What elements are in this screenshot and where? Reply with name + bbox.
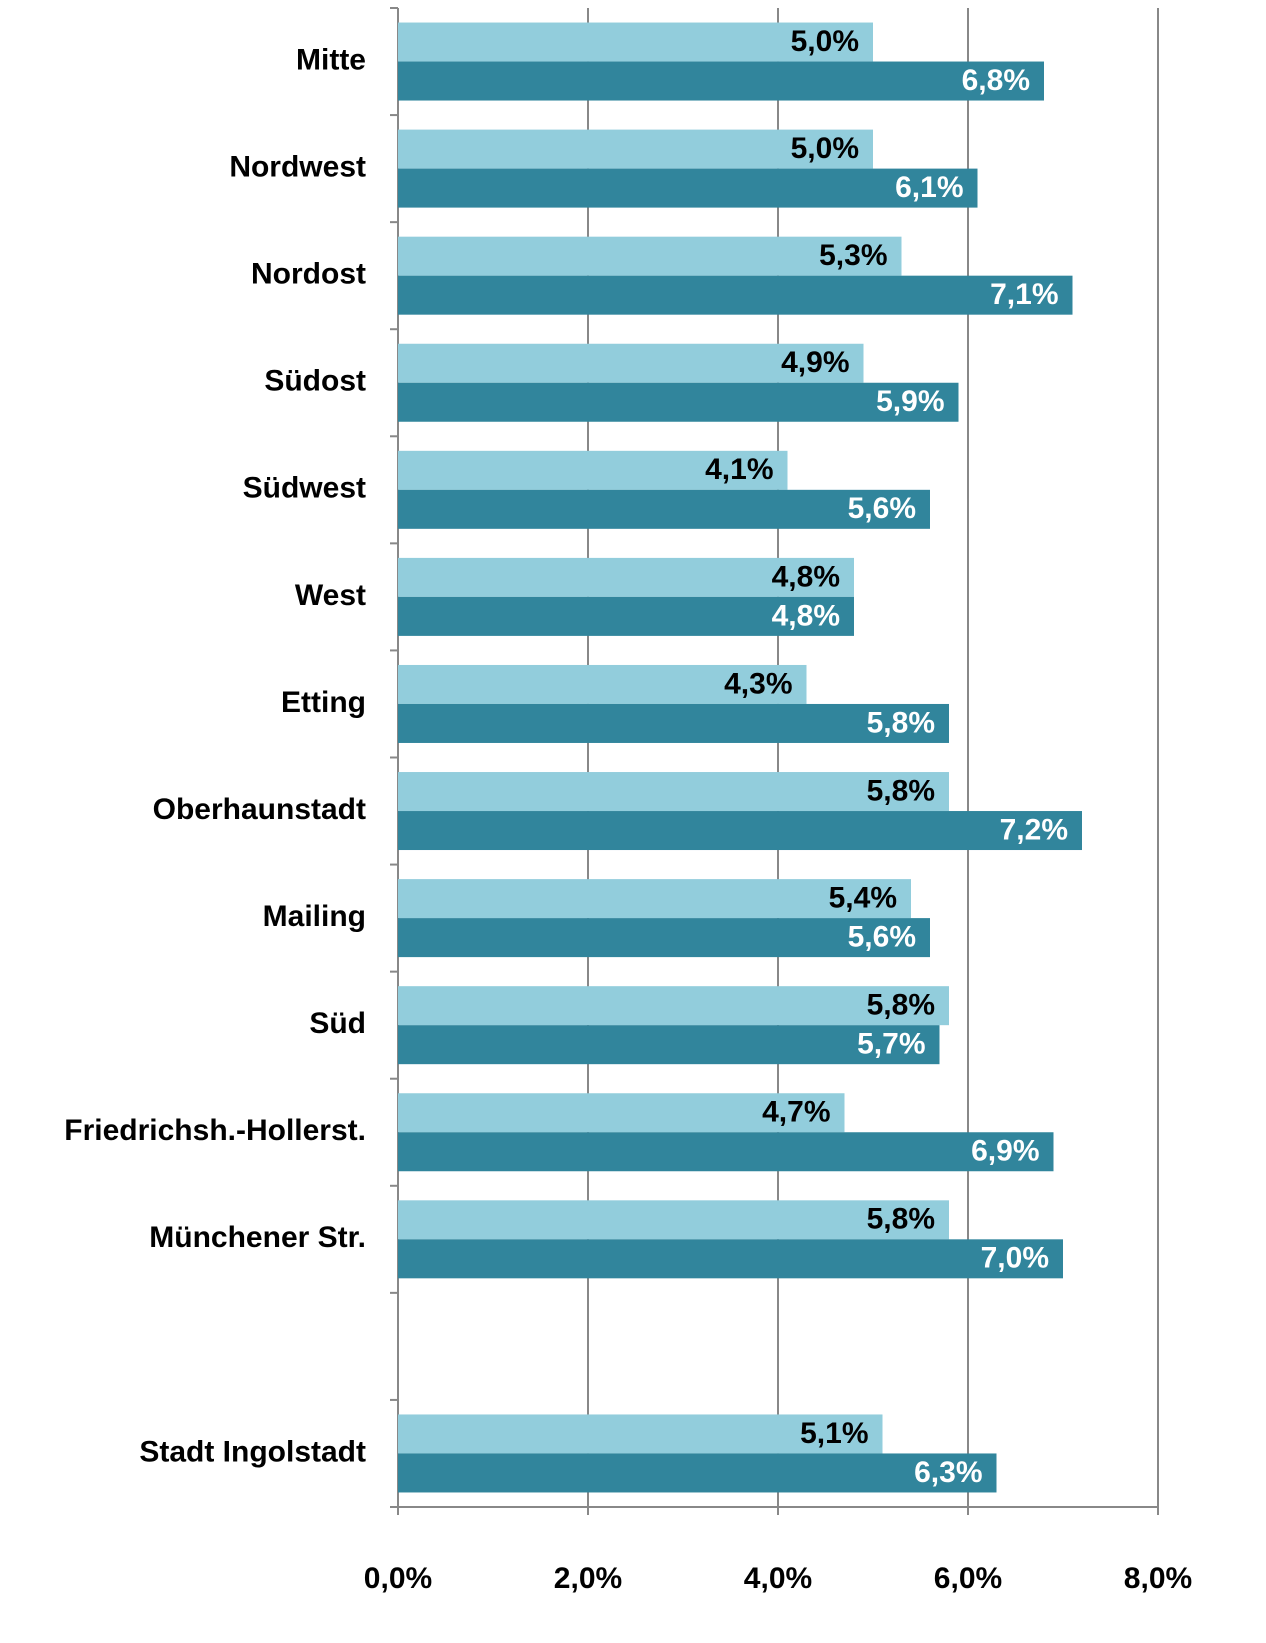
value-label: 7,1% bbox=[990, 278, 1058, 311]
value-label: 4,1% bbox=[705, 453, 773, 486]
bar bbox=[398, 1132, 1054, 1172]
category-label: Oberhaunstadt bbox=[153, 793, 366, 826]
value-label: 7,2% bbox=[1000, 813, 1068, 846]
category-label: Mitte bbox=[296, 43, 366, 76]
bar bbox=[398, 450, 788, 490]
category-label: Südwest bbox=[243, 472, 366, 505]
bar bbox=[398, 557, 854, 597]
bar bbox=[398, 1093, 845, 1133]
value-label: 7,0% bbox=[981, 1242, 1049, 1275]
bar bbox=[398, 129, 873, 169]
bar bbox=[398, 61, 1044, 101]
bar bbox=[398, 343, 864, 383]
bar bbox=[398, 596, 854, 636]
value-label: 5,8% bbox=[867, 774, 935, 807]
x-tick-label: 4,0% bbox=[744, 1562, 812, 1595]
value-label: 5,4% bbox=[829, 882, 897, 915]
bar bbox=[398, 918, 930, 958]
bar bbox=[398, 1025, 940, 1065]
category-label: Münchener Str. bbox=[149, 1221, 366, 1254]
value-label: 4,8% bbox=[772, 560, 840, 593]
bar bbox=[398, 703, 949, 743]
category-label: West bbox=[295, 579, 366, 612]
category-label: Friedrichsh.-Hollerst. bbox=[64, 1114, 366, 1147]
value-label: 6,1% bbox=[895, 171, 963, 204]
category-label: Stadt Ingolstadt bbox=[139, 1435, 366, 1468]
bar bbox=[398, 772, 949, 812]
value-label: 6,3% bbox=[914, 1456, 982, 1489]
bar bbox=[398, 275, 1073, 315]
value-label: 5,0% bbox=[791, 132, 859, 165]
value-label: 4,8% bbox=[772, 599, 840, 632]
value-label: 4,3% bbox=[724, 667, 792, 700]
value-label: 5,8% bbox=[867, 989, 935, 1022]
bar bbox=[398, 879, 911, 919]
bar bbox=[398, 811, 1082, 851]
value-label: 5,0% bbox=[791, 25, 859, 58]
value-label: 5,1% bbox=[800, 1417, 868, 1450]
category-label: Mailing bbox=[263, 900, 366, 933]
value-label: 5,3% bbox=[819, 239, 887, 272]
bar bbox=[398, 664, 807, 704]
value-label: 5,8% bbox=[867, 706, 935, 739]
value-label: 5,9% bbox=[876, 385, 944, 418]
x-tick-label: 8,0% bbox=[1124, 1562, 1192, 1595]
bar bbox=[398, 986, 949, 1026]
bar bbox=[398, 382, 959, 422]
bar bbox=[398, 236, 902, 276]
bar bbox=[398, 168, 978, 208]
bar bbox=[398, 22, 873, 62]
category-label: Nordost bbox=[251, 258, 366, 291]
value-label: 5,6% bbox=[848, 921, 916, 954]
category-label: Süd bbox=[309, 1007, 366, 1040]
bar bbox=[398, 489, 930, 529]
category-label: Etting bbox=[281, 686, 366, 719]
value-label: 5,6% bbox=[848, 492, 916, 525]
value-label: 6,8% bbox=[962, 64, 1030, 97]
bar bbox=[398, 1453, 997, 1493]
value-label: 5,8% bbox=[867, 1203, 935, 1236]
category-label: Nordwest bbox=[229, 151, 366, 184]
value-label: 5,7% bbox=[857, 1028, 925, 1061]
value-label: 4,9% bbox=[781, 346, 849, 379]
bar bbox=[398, 1239, 1063, 1279]
x-tick-label: 6,0% bbox=[934, 1562, 1002, 1595]
value-label: 4,7% bbox=[762, 1096, 830, 1129]
bar bbox=[398, 1414, 883, 1454]
bar bbox=[398, 1200, 949, 1240]
x-tick-label: 0,0% bbox=[364, 1562, 432, 1595]
category-label: Südost bbox=[264, 365, 366, 398]
value-label: 6,9% bbox=[971, 1135, 1039, 1168]
x-tick-label: 2,0% bbox=[554, 1562, 622, 1595]
